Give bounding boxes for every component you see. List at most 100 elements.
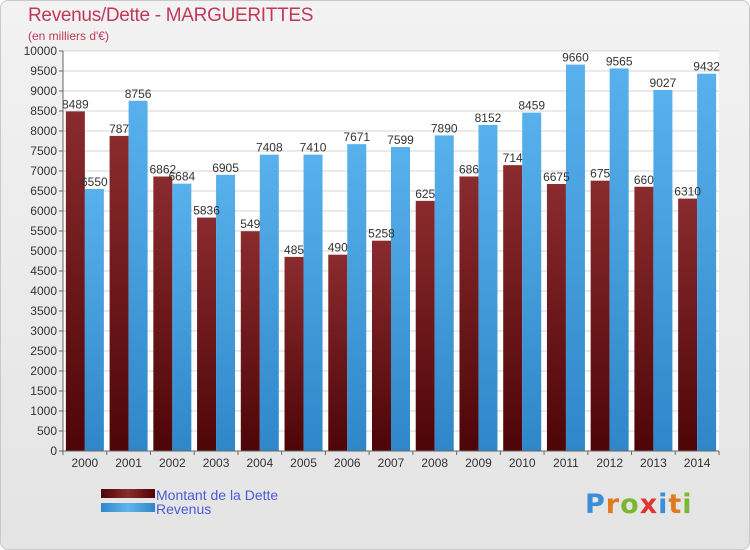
x-tick-label: 2008 <box>421 456 448 470</box>
x-tick-label: 2009 <box>465 456 492 470</box>
y-tick-label: 9500 <box>30 64 57 78</box>
dette-bar <box>153 176 173 451</box>
revenus-bar <box>434 135 454 451</box>
revenus-value-label: 9565 <box>606 54 633 68</box>
revenus-bar <box>653 89 673 452</box>
revenus-value-label: 7410 <box>300 141 327 155</box>
dette-bar <box>240 231 260 451</box>
y-tick-label: 0 <box>50 444 57 458</box>
dette-value-label: 6675 <box>543 170 570 184</box>
dette-bar <box>459 176 479 452</box>
y-tick-label: 8000 <box>30 124 57 138</box>
dette-value-label: 6862 <box>149 163 176 177</box>
dette-value-label: 6310 <box>674 185 701 199</box>
logo-letter: o <box>620 489 640 520</box>
dette-value-label: 660 <box>634 173 654 187</box>
revenus-value-label: 9027 <box>650 76 677 90</box>
proxiti-logo: Proxiti <box>585 489 693 520</box>
revenus-value-label: 6550 <box>81 175 108 189</box>
y-tick-label: 5000 <box>30 244 57 258</box>
dette-value-label: 485 <box>284 243 304 257</box>
revenus-value-label: 9432 <box>693 60 720 74</box>
dette-bar <box>284 256 304 451</box>
dette-value-label: 686 <box>459 162 479 176</box>
dette-bar <box>415 200 435 451</box>
revenus-value-label: 6905 <box>212 161 239 175</box>
dette-bar <box>197 217 217 451</box>
dette-value-label: 549 <box>240 217 260 231</box>
logo-letter: i <box>682 489 693 520</box>
revenus-bar <box>303 154 323 451</box>
revenus-bar <box>84 189 104 451</box>
y-tick-label: 7000 <box>30 164 57 178</box>
y-tick-label: 500 <box>37 424 57 438</box>
logo-letter: r <box>605 489 621 520</box>
y-tick-label: 4000 <box>30 284 57 298</box>
x-tick-label: 2014 <box>684 456 711 470</box>
dette-bar <box>590 180 610 451</box>
x-tick-label: 2007 <box>378 456 405 470</box>
revenus-value-label: 8459 <box>518 99 545 113</box>
revenus-value-label: 7890 <box>431 121 458 135</box>
dette-value-label: 5258 <box>368 227 395 241</box>
legend-key-revenus <box>101 503 155 512</box>
legend-label-dette: Montant de la Dette <box>156 487 278 503</box>
revenus-value-label: 7408 <box>256 141 283 155</box>
dette-value-label: 625 <box>415 187 435 201</box>
dette-bar <box>109 135 129 451</box>
dette-bar <box>328 254 348 451</box>
y-tick-label: 7500 <box>30 144 57 158</box>
revenus-bar <box>391 147 410 452</box>
legend-label-revenus: Revenus <box>156 501 211 517</box>
y-tick-label: 9000 <box>30 84 57 98</box>
logo-letter: P <box>585 489 606 520</box>
revenus-value-label: 7599 <box>387 133 414 147</box>
x-tick-label: 2004 <box>246 456 273 470</box>
y-tick-label: 3000 <box>30 324 57 338</box>
dette-value-label: 490 <box>328 241 348 255</box>
x-tick-label: 2006 <box>334 456 361 470</box>
legend-key-dette <box>101 489 155 498</box>
dette-bar <box>65 111 85 451</box>
x-tick-label: 2010 <box>509 456 536 470</box>
x-tick-label: 2003 <box>203 456 230 470</box>
logo-letter: x <box>639 489 659 520</box>
x-tick-label: 2005 <box>290 456 317 470</box>
x-tick-label: 2002 <box>159 456 186 470</box>
dette-value-label: 8489 <box>62 97 89 111</box>
chart-subtitle: (en milliers d'€) <box>28 29 109 43</box>
dette-value-label: 714 <box>503 151 523 165</box>
y-tick-label: 2000 <box>30 364 57 378</box>
revenus-bar <box>216 174 236 452</box>
dette-bar <box>678 198 698 451</box>
revenus-bar <box>172 183 192 451</box>
y-tick-label: 10000 <box>24 44 58 58</box>
revenus-value-label: 9660 <box>562 51 589 65</box>
x-tick-label: 2000 <box>72 456 99 470</box>
revenus-bar <box>478 124 498 452</box>
dette-bar <box>372 240 391 451</box>
dette-bar <box>546 184 566 451</box>
dette-bar <box>503 165 523 451</box>
logo-letter: t <box>668 489 683 520</box>
y-tick-label: 6500 <box>30 184 57 198</box>
revenus-bar <box>609 68 629 452</box>
y-tick-label: 1500 <box>30 384 57 398</box>
revenus-bar <box>259 154 279 451</box>
y-tick-label: 1000 <box>30 404 57 418</box>
dette-bar <box>634 186 654 451</box>
x-tick-label: 2013 <box>640 456 667 470</box>
revenus-bar <box>697 73 717 451</box>
dette-value-label: 787 <box>109 122 129 136</box>
revenus-bar <box>128 100 148 451</box>
revenus-value-label: 8756 <box>125 87 152 101</box>
revenus-bar <box>347 144 367 451</box>
dette-value-label: 5836 <box>193 204 220 218</box>
x-tick-label: 2001 <box>115 456 142 470</box>
y-tick-label: 2500 <box>30 344 57 358</box>
x-tick-label: 2012 <box>596 456 623 470</box>
y-tick-label: 4500 <box>30 264 57 278</box>
revenus-value-label: 8152 <box>475 111 502 125</box>
revenus-bar <box>522 112 542 451</box>
